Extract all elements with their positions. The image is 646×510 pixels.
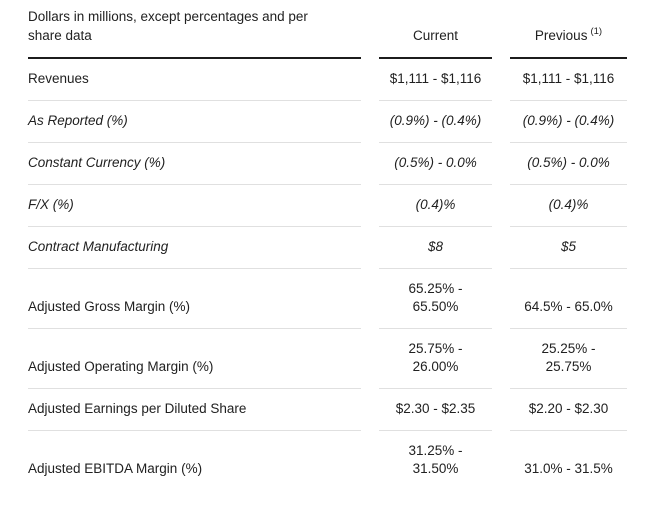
value-current: (0.4)% [379, 185, 492, 227]
table-body: Revenues $1,111 - $1,116 $1,111 - $1,116 As… [28, 59, 627, 492]
row-label: Adjusted Gross Margin (%) [28, 269, 361, 329]
guidance-table: Dollars in millions, except percentages … [10, 0, 645, 492]
value-previous: 31.0% - 31.5% [524, 461, 613, 476]
value-previous: $2.20 - $2.30 [510, 389, 627, 431]
row-label: F/X (%) [28, 185, 361, 227]
value-previous: $1,111 - $1,116 [510, 59, 627, 101]
value-previous: (0.4)% [510, 185, 627, 227]
value-current: 65.25% - 65.50% [379, 269, 492, 329]
row-label: Contract Manufacturing [28, 227, 361, 269]
row-label: Adjusted EBITDA Margin (%) [28, 461, 203, 476]
column-header-current: Current [379, 0, 492, 59]
table-row: Adjusted Earnings per Diluted Share $2.30… [28, 389, 627, 431]
table-row: Revenues $1,111 - $1,116 $1,111 - $1,116 [28, 59, 627, 101]
table-row: As Reported (%) (0.9%) - (0.4%) (0.9%) - (… [28, 101, 627, 143]
row-label: Constant Currency (%) [28, 143, 361, 185]
footnote-marker: (1) [590, 25, 603, 37]
value-current: $2.30 - $2.35 [379, 389, 492, 431]
header-row: Dollars in millions, except percentages … [28, 0, 627, 59]
column-header-previous: Previous (1) [510, 0, 627, 59]
table-row: Adjusted Gross Margin (%) 65.25% - 65.50%… [28, 269, 627, 329]
value-previous: 64.5% - 65.0% [510, 269, 627, 329]
value-current: $8 [379, 227, 492, 269]
value-current: (0.9%) - (0.4%) [379, 101, 492, 143]
row-label: As Reported (%) [28, 101, 361, 143]
value-current: $1,111 - $1,116 [379, 59, 492, 101]
table-row: Adjusted Operating Margin (%) 25.75% - 26… [28, 329, 627, 389]
table-row: Constant Currency (%) (0.5%) - 0.0% (0.5%)… [28, 143, 627, 185]
column-header-previous-label: Previous [534, 28, 588, 43]
value-current: (0.5%) - 0.0% [379, 143, 492, 185]
value-previous: (0.9%) - (0.4%) [510, 101, 627, 143]
table-row: Contract Manufacturing $8 $5 [28, 227, 627, 269]
table-row: Adjusted EBITDA Margin (%) 31.25% - 31.50… [28, 431, 627, 492]
value-current: 25.75% - 26.00% [379, 329, 492, 389]
row-label: Adjusted Operating Margin (%) [28, 329, 361, 389]
value-previous: (0.5%) - 0.0% [510, 143, 627, 185]
value-previous: 25.25% - 25.75% [510, 329, 627, 389]
table-row: F/X (%) (0.4)% (0.4)% [28, 185, 627, 227]
value-current: 31.25% - 31.50% [408, 443, 463, 476]
row-label: Revenues [28, 59, 361, 101]
value-previous: $5 [510, 227, 627, 269]
row-label: Adjusted Earnings per Diluted Share [28, 389, 361, 431]
unit-note: Dollars in millions, except percentages … [28, 0, 361, 59]
